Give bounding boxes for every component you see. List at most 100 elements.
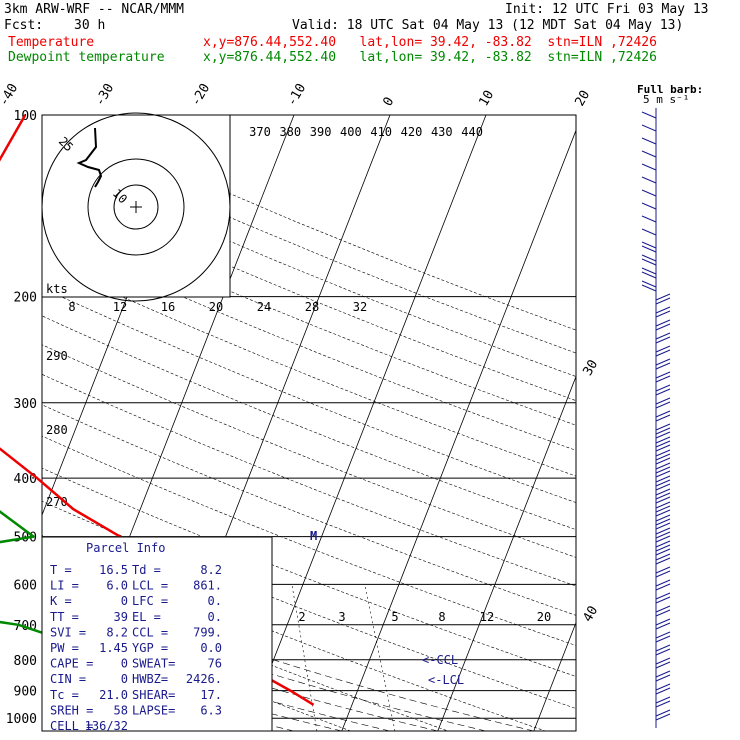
hodograph-ring: [87, 158, 185, 256]
dry-adiabat: [42, 435, 576, 646]
wind-barb: [655, 444, 671, 452]
pressure-tick-label: 600: [14, 578, 37, 593]
parcel-info-label: LI =: [50, 579, 79, 593]
mixing-ratio-label: 3: [338, 610, 345, 624]
pressure-tick-label: 400: [14, 472, 37, 487]
wind-barb: [655, 696, 671, 704]
mixing-ratio-label: 12: [480, 610, 494, 624]
theta-label: 400: [340, 125, 362, 139]
theta-label: 430: [431, 125, 453, 139]
wind-barb: [655, 670, 671, 678]
temperature-label: 40: [580, 604, 601, 625]
parcel-info-title: Parcel Info: [86, 541, 165, 555]
wind-barb: [655, 462, 671, 470]
wind-barb: [655, 349, 671, 357]
dewpoint-legend: Dewpoint temperature: [8, 50, 165, 65]
isotherm: [630, 115, 740, 731]
wind-barb: [655, 644, 671, 652]
wind-barb: [655, 492, 671, 500]
wind-barb: [655, 518, 671, 526]
temperature-label: 30: [580, 357, 601, 378]
wind-barb: [655, 336, 671, 344]
parcel-info-label: T =: [50, 563, 72, 577]
wind-barb: [641, 245, 657, 253]
isotherm: [245, 115, 487, 731]
pressure-tick-label: 1000: [6, 712, 37, 727]
isotherm: [533, 621, 576, 731]
parcel-info-value: 861.: [193, 579, 222, 593]
parcel-info-label: CIN =: [50, 672, 86, 686]
temperature-legend: Temperature: [8, 35, 95, 50]
speed-axis-label: 12: [113, 300, 127, 314]
pressure-tick-label: 200: [14, 291, 37, 306]
wind-barb: [641, 267, 657, 275]
parcel-info-value: 0: [121, 657, 128, 671]
pressure-tick-label: 900: [14, 685, 37, 700]
hodograph: 10 25 kts: [41, 112, 231, 302]
dry-adiabat: [42, 404, 576, 616]
barb-legend-value: 5 m s⁻¹: [643, 93, 689, 106]
parcel-info-value: 21.0: [99, 688, 128, 702]
parcel-info-label: YGP =: [132, 641, 168, 655]
wind-barb: [655, 609, 671, 617]
parcel-info-label: PW =: [50, 641, 79, 655]
wind-barb: [655, 540, 671, 548]
speed-axis-label: 20: [209, 300, 223, 314]
mixing-ratio-label: 8: [438, 610, 445, 624]
temperature-label: -30: [92, 81, 117, 109]
wind-barb: [655, 557, 671, 565]
wind-barb: [655, 358, 671, 366]
wind-barb: [655, 488, 671, 496]
wind-barb: [641, 271, 657, 279]
parcel-info-value: 16.5: [99, 563, 128, 577]
wind-barb: [655, 449, 671, 457]
wind-barb: [641, 280, 657, 288]
pressure-tick-label: 300: [14, 397, 37, 412]
wind-barb: [655, 505, 671, 513]
wind-barb: [655, 475, 671, 483]
wind-barb: [641, 215, 657, 223]
wind-barb: [655, 431, 671, 439]
hodograph-ring: [113, 184, 159, 230]
wind-barb: [655, 501, 671, 509]
wind-barb: [655, 384, 671, 392]
parcel-info-box: [41, 536, 273, 732]
wind-barb: [655, 527, 671, 535]
parcel-info-value: 0: [121, 594, 128, 608]
parcel-info-value: 76: [208, 657, 222, 671]
wind-barb: [655, 553, 671, 561]
wind-barb: [655, 514, 671, 522]
wind-barb: [641, 124, 657, 132]
mixing-ratio-label: 2: [298, 610, 305, 624]
wind-barb: [655, 548, 671, 556]
parcel-info-label: K =: [50, 594, 72, 608]
temperature-label: -40: [0, 81, 21, 109]
wind-barb: [655, 579, 671, 587]
parcel-info-label: Tc =: [50, 688, 79, 702]
wind-barb: [655, 436, 671, 444]
parcel-info-label: CAPE =: [50, 657, 93, 671]
parcel-info-value: 58: [114, 703, 128, 717]
parcel-info-label: CELL =: [50, 719, 93, 733]
wind-barb: [641, 137, 657, 145]
theta-label: 370: [249, 125, 271, 139]
dry-adiabat: [42, 344, 576, 558]
wind-barb: [641, 111, 657, 119]
init-time: Init: 12 UTC Fri 03 May 13: [505, 2, 709, 17]
parcel-info-label: CCL =: [132, 625, 168, 639]
wind-barb: [655, 457, 671, 465]
wind-barb: [655, 618, 671, 626]
temperature-label: 0: [380, 95, 397, 109]
wind-barb: [655, 427, 671, 435]
wind-barb: [655, 570, 671, 578]
parcel-info-value: 8.2: [106, 625, 128, 639]
parcel-info-value: 1.45: [99, 641, 128, 655]
hodograph-units: kts: [46, 282, 68, 296]
plot-frame: [41, 114, 577, 732]
wind-barb: [655, 657, 671, 665]
wind-barb: [641, 254, 657, 262]
dewpoint-location: x,y=876.44,552.40 lat,lon= 39.42, -83.82…: [203, 50, 657, 65]
wind-barb: [641, 202, 657, 210]
parcel-info-value: 136/32: [85, 719, 128, 733]
